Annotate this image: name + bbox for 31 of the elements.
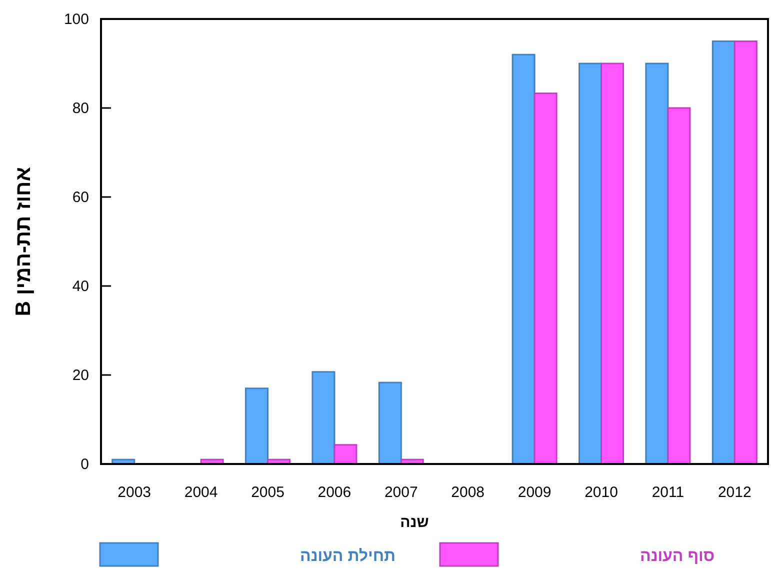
bar	[312, 371, 336, 465]
y-tick-label: 80	[72, 100, 89, 117]
bar	[334, 444, 358, 465]
y-axis-title: אחוז תת-המין B	[12, 166, 35, 316]
bar	[734, 40, 758, 465]
x-tick-label: 2003	[118, 484, 152, 501]
bar	[600, 62, 624, 465]
x-tick-label: 2011	[652, 484, 684, 501]
y-tick-label: 20	[72, 367, 89, 384]
bar	[534, 92, 558, 465]
x-tick-label: 2008	[451, 484, 485, 501]
bar	[512, 54, 536, 465]
y-tick-label: 100	[64, 11, 89, 28]
x-tick-label: 2009	[518, 484, 552, 501]
x-tick-label: 2012	[718, 484, 752, 501]
bar	[245, 388, 268, 465]
bar	[578, 62, 602, 465]
x-tick-label: 2005	[251, 484, 284, 501]
x-axis-title: שנה	[400, 514, 429, 531]
x-tick-label: 2006	[318, 484, 352, 501]
bar	[378, 382, 402, 465]
y-tick-label: 40	[72, 278, 89, 295]
y-tick-label: 60	[72, 189, 89, 206]
bar	[667, 107, 691, 465]
x-tick-label: 2010	[584, 484, 618, 501]
bar	[712, 40, 736, 465]
legend: תחילת העונה סוף העונה	[99, 542, 714, 567]
x-tick-label: 2007	[384, 484, 418, 501]
y-tick-label: 0	[80, 456, 89, 473]
x-tick-label: 2004	[184, 484, 218, 501]
bar	[645, 62, 669, 465]
